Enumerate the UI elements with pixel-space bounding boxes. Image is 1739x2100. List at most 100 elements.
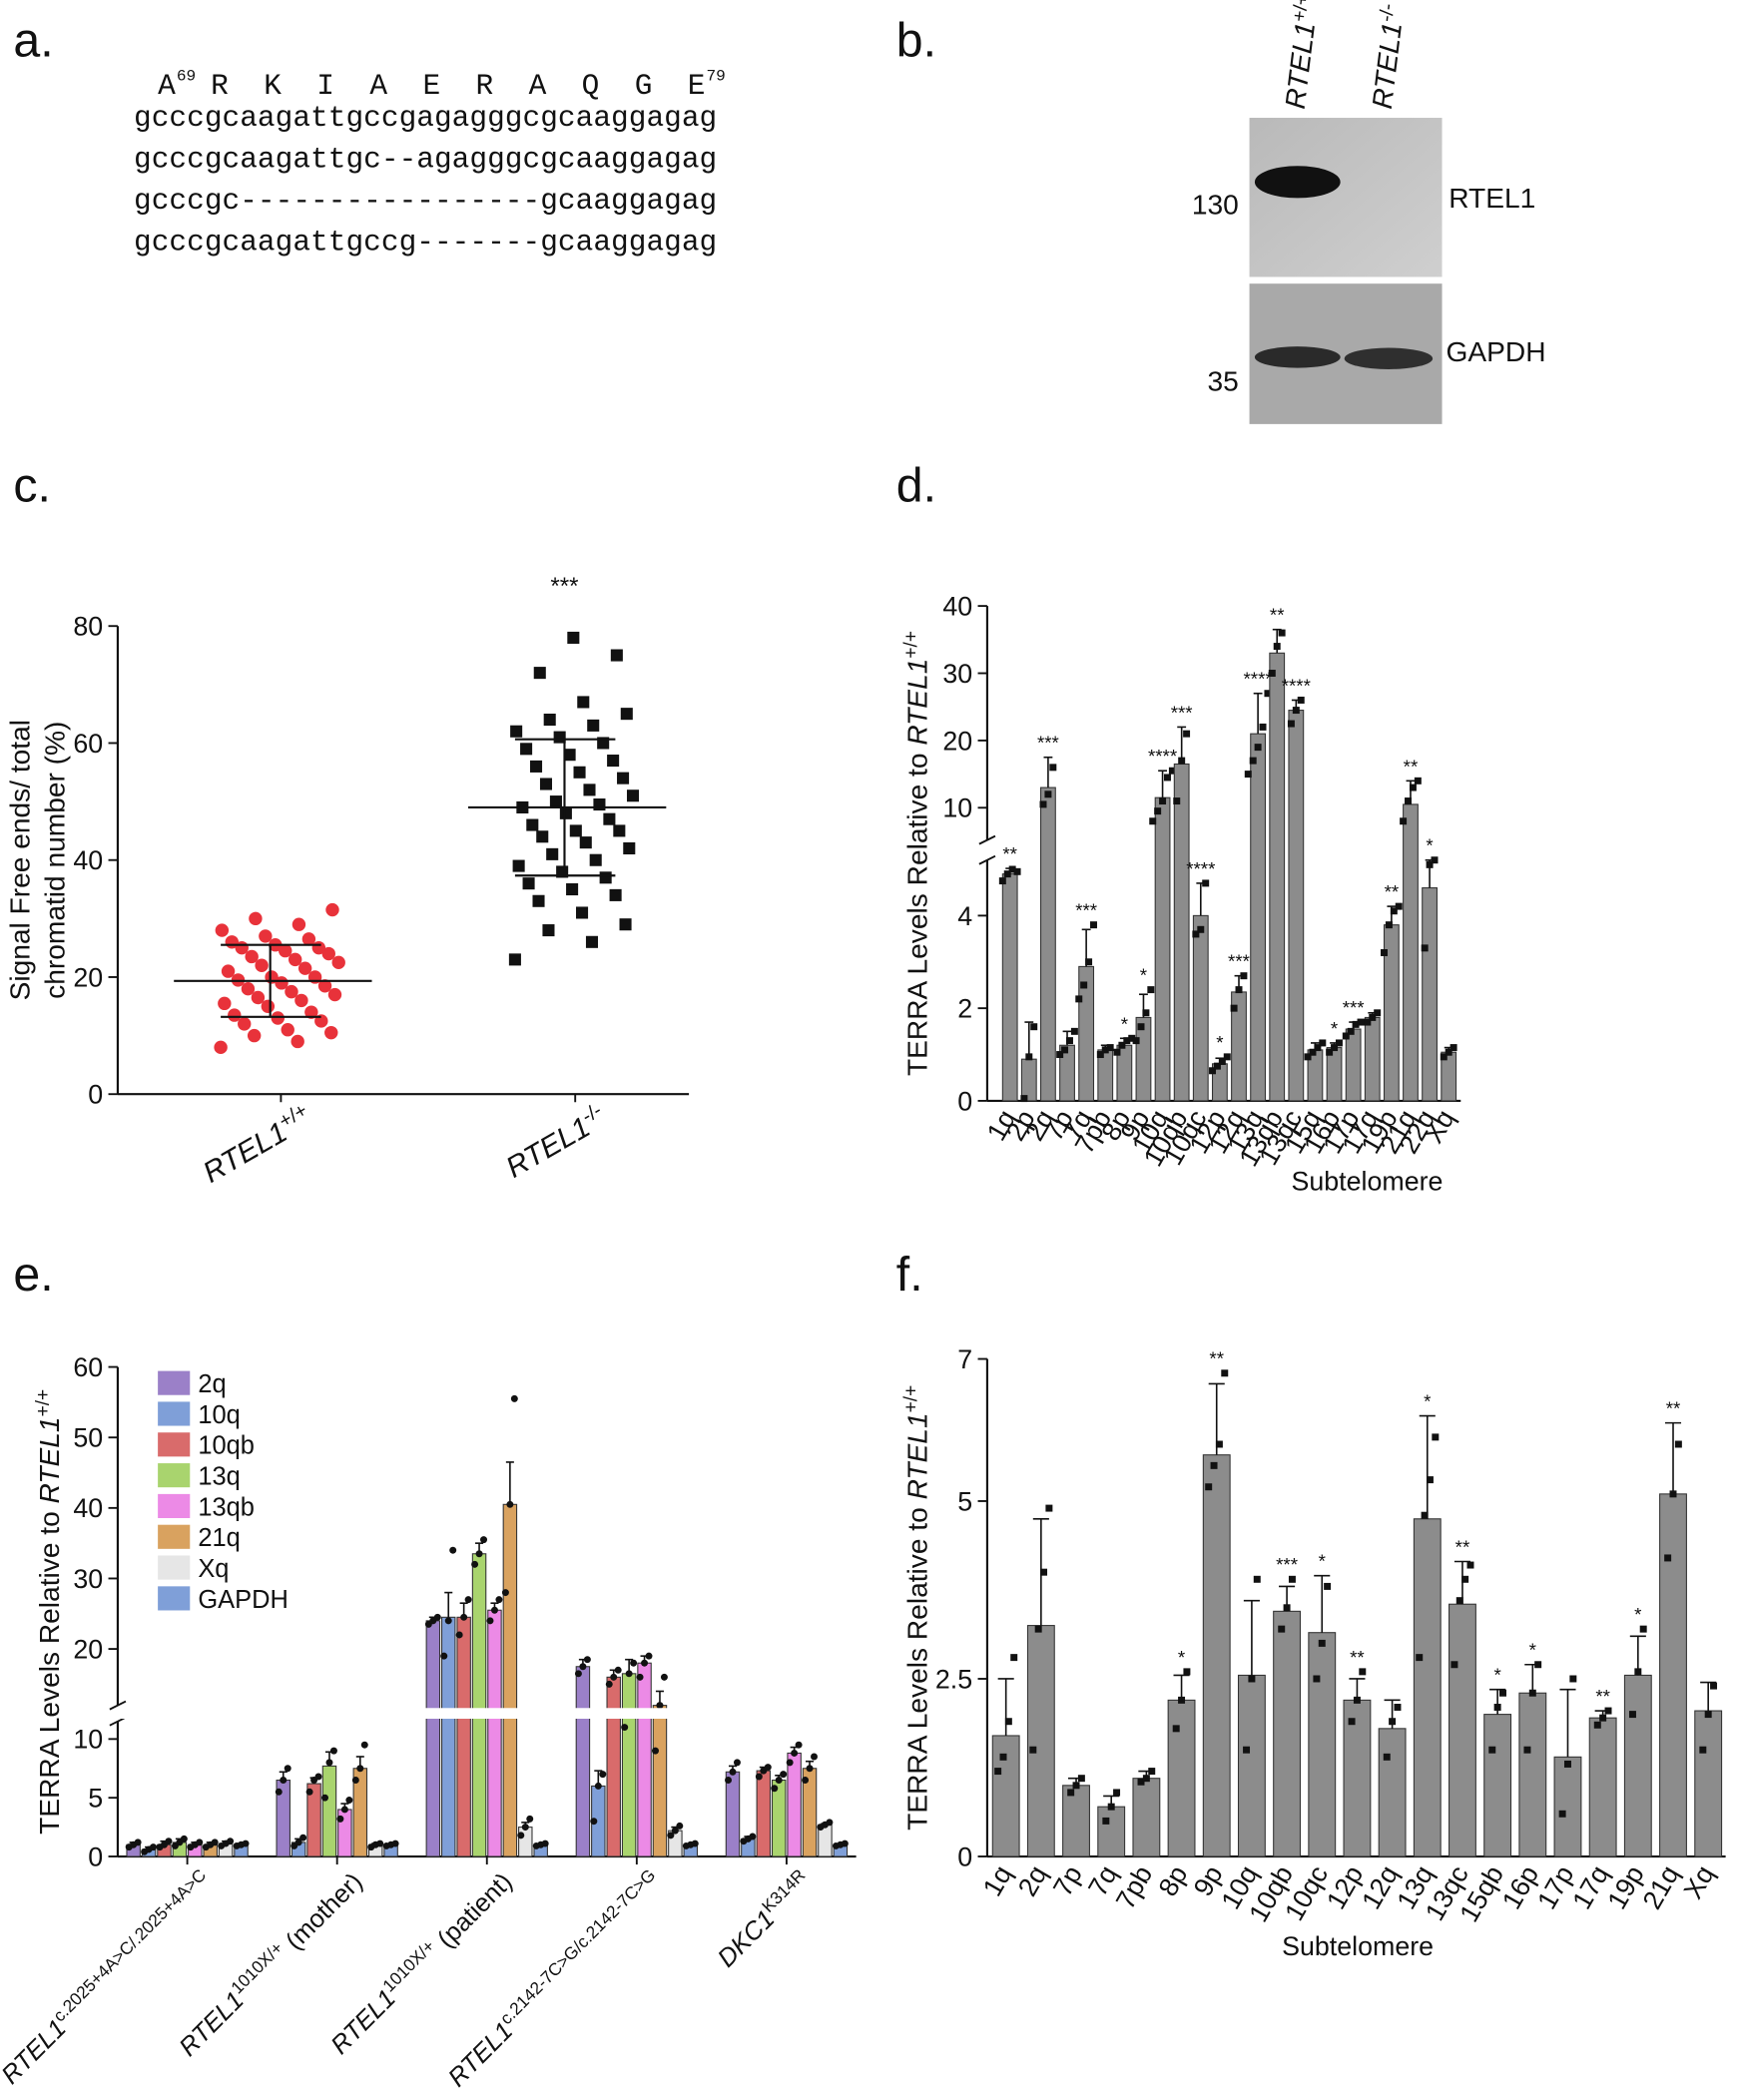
data-point	[1628, 1711, 1636, 1719]
significance: *	[1178, 1647, 1185, 1668]
bar	[1588, 1717, 1617, 1857]
data-point	[1085, 958, 1093, 966]
data-point	[1253, 1575, 1261, 1583]
data-point	[1102, 1817, 1110, 1825]
data-point	[1210, 1461, 1218, 1469]
data-point	[1230, 1004, 1238, 1012]
data-point	[645, 1652, 653, 1660]
data-point	[594, 1782, 602, 1790]
protein-label: RTEL1	[1449, 183, 1535, 214]
data-point	[1163, 774, 1171, 782]
data-point	[1426, 860, 1434, 868]
residue: R	[211, 69, 229, 103]
data-point	[471, 1560, 479, 1568]
data-point	[826, 1819, 834, 1827]
data-point	[1488, 1746, 1496, 1754]
data-point	[1353, 1696, 1361, 1704]
bar	[1062, 1785, 1090, 1857]
data-point	[279, 943, 292, 958]
text-part: RTEL1	[1280, 21, 1321, 111]
data-point	[1431, 856, 1439, 864]
data-point	[1213, 1062, 1221, 1070]
bar	[1364, 1016, 1381, 1102]
bar	[1097, 1806, 1126, 1857]
data-point	[1314, 1044, 1322, 1052]
bar	[1167, 1699, 1196, 1857]
legend-swatch	[158, 1586, 191, 1611]
text-part: 1010X/+	[227, 1937, 287, 1997]
data-point	[1461, 1575, 1469, 1583]
text-part: RTEL1	[1367, 21, 1408, 111]
data-point	[480, 1536, 488, 1544]
data-point	[165, 1838, 173, 1845]
data-point	[1118, 1041, 1126, 1049]
data-point	[676, 1822, 684, 1830]
data-point	[1390, 907, 1398, 915]
data-point	[1040, 1568, 1048, 1576]
data-point	[1202, 879, 1210, 887]
significance: *	[1424, 1390, 1431, 1411]
data-point	[630, 1659, 638, 1667]
data-point	[228, 1008, 242, 1022]
data-point	[1235, 986, 1243, 994]
significance: ****	[1244, 669, 1273, 690]
data-point	[593, 797, 606, 811]
data-point	[1159, 797, 1167, 805]
data-point	[444, 1617, 452, 1625]
axis-break	[109, 1700, 127, 1711]
data-point	[749, 1833, 757, 1840]
data-point	[1357, 1018, 1365, 1026]
significance: **	[1350, 1647, 1365, 1668]
data-point	[1148, 1768, 1156, 1776]
data-point	[510, 1394, 518, 1402]
sequence: gcccgcaagattgccg-------gcaaggagag	[134, 226, 717, 260]
data-point	[180, 1835, 188, 1842]
data-point	[587, 719, 600, 732]
data-point	[579, 1663, 587, 1671]
bar	[1154, 796, 1171, 1102]
data-point	[1499, 1689, 1506, 1697]
data-point	[351, 1777, 359, 1785]
data-point	[508, 953, 521, 966]
data-point	[539, 778, 553, 790]
data-point	[590, 1818, 598, 1826]
significance: ****	[1148, 746, 1177, 767]
data-point	[625, 1670, 633, 1678]
data-point	[1634, 1668, 1642, 1676]
data-point	[567, 631, 580, 644]
data-point	[301, 932, 316, 946]
significance: ****	[1282, 675, 1311, 696]
data-point	[1604, 1707, 1612, 1715]
data-point	[1569, 1675, 1577, 1683]
y-tick-label: 0	[957, 1086, 972, 1116]
bar	[1273, 1610, 1302, 1857]
data-point	[599, 1771, 607, 1779]
data-point	[1013, 867, 1021, 875]
data-point	[994, 1768, 1002, 1776]
bar	[1518, 1692, 1547, 1857]
data-point	[599, 871, 612, 884]
data-point	[329, 1747, 337, 1755]
data-point	[576, 906, 589, 919]
y-tick-label: 10	[942, 793, 972, 823]
y-tick-label: 10	[73, 1725, 103, 1755]
significance: *	[1216, 1032, 1223, 1053]
data-point	[281, 1023, 294, 1037]
text-part: K314R	[758, 1864, 810, 1916]
data-point	[607, 755, 620, 768]
data-point	[1215, 1440, 1223, 1448]
data-point	[1240, 972, 1248, 980]
data-point	[563, 749, 576, 762]
data-point	[255, 958, 269, 972]
text-part: +/+	[900, 1385, 921, 1413]
data-point	[1416, 1654, 1424, 1662]
bar	[1403, 803, 1419, 1102]
data-point	[218, 996, 232, 1011]
data-point	[1178, 757, 1186, 765]
data-point	[660, 1673, 668, 1681]
data-point	[583, 1656, 591, 1664]
data-point	[573, 766, 586, 779]
data-point	[1421, 1511, 1429, 1519]
data-point	[391, 1839, 399, 1847]
x-tick-label: 2q	[1012, 1860, 1053, 1901]
